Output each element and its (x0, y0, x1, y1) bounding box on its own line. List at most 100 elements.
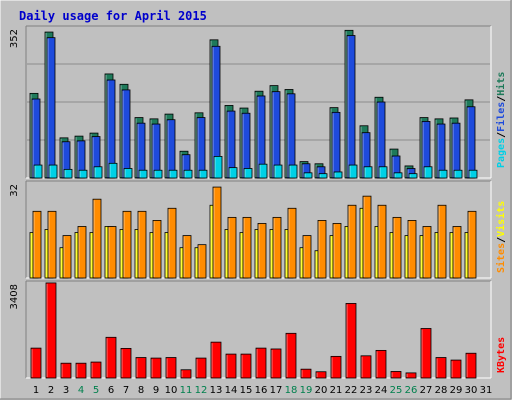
legend-middle: Sites/Visits (495, 201, 507, 273)
x-tick-label: 2 (48, 385, 54, 396)
x-tick-label: 1 (33, 385, 39, 396)
x-tick-label: 17 (270, 385, 283, 396)
x-tick-label: 13 (210, 385, 223, 396)
files-bar (166, 119, 176, 179)
panel-kbytes-max-tick: 3408 (9, 284, 20, 309)
chart-title: Daily usage for April 2015 (19, 9, 207, 23)
kbytes-bar (180, 369, 192, 379)
x-tick-label: 22 (345, 385, 358, 396)
kbytes-bar (120, 347, 132, 379)
pages-bar (108, 162, 118, 179)
pages-bar (318, 173, 328, 179)
kbytes-bar (435, 357, 447, 379)
pages-bar (93, 166, 103, 179)
x-tick-label: 8 (138, 385, 144, 396)
x-tick-label: 24 (375, 385, 388, 396)
x-tick-label: 20 (315, 385, 328, 396)
panel-visits: 32 (9, 180, 492, 279)
kbytes-bar (285, 332, 297, 379)
x-tick-label: 26 (405, 385, 418, 396)
pages-bar (123, 168, 133, 179)
files-bar (196, 117, 206, 179)
sites-bar (152, 220, 162, 279)
pages-bar (48, 164, 58, 179)
kbytes-bar (255, 347, 267, 379)
files-bar (121, 89, 131, 179)
files-bar (346, 35, 356, 179)
pages-bar (78, 169, 88, 179)
kbytes-bar (360, 355, 372, 379)
x-tick-label: 27 (420, 385, 433, 396)
x-tick-label: 19 (300, 385, 313, 396)
legend-top: Pages/Files/Hits (495, 72, 507, 168)
panel-kbytes: 3408 (9, 280, 492, 379)
files-bar (46, 37, 56, 179)
pages-bar (258, 163, 268, 179)
sites-bar (377, 204, 387, 279)
sites-bar (332, 223, 342, 279)
kbytes-bar (60, 362, 72, 379)
files-bar (136, 122, 146, 179)
x-tick-label: 16 (255, 385, 268, 396)
sites-bar (32, 210, 42, 279)
kbytes-bar (330, 355, 342, 379)
sites-bar (137, 210, 147, 279)
x-tick-label: 11 (180, 385, 193, 396)
sites-bar (62, 235, 72, 279)
x-tick-label: 6 (108, 385, 114, 396)
kbytes-bar (150, 357, 162, 379)
kbytes-bar (240, 353, 252, 379)
pages-bar (213, 156, 223, 179)
x-tick-label: 15 (240, 385, 253, 396)
sites-bar (362, 195, 372, 279)
pages-bar (168, 169, 178, 179)
x-tick-label: 25 (390, 385, 403, 396)
sites-bar (407, 220, 417, 279)
legend-separator: / (496, 96, 507, 102)
files-bar (466, 106, 476, 179)
x-tick-label: 5 (93, 385, 99, 396)
kbytes-bar (105, 336, 117, 379)
sites-bar (77, 226, 87, 279)
x-tick-label: 18 (285, 385, 298, 396)
pages-bar (63, 168, 73, 179)
x-tick-label: 30 (465, 385, 478, 396)
pages-bar (273, 164, 283, 179)
x-tick-label: 12 (195, 385, 208, 396)
pages-bar (33, 164, 43, 179)
panel-visits-max-tick: 32 (9, 184, 20, 197)
pages-bar (303, 172, 313, 179)
sites-bar (197, 244, 207, 279)
legend-hits: Hits (495, 72, 507, 96)
pages-bar (468, 169, 478, 179)
legend-kbytes: KBytes (496, 337, 507, 373)
kbytes-bar (165, 357, 177, 379)
x-tick-label: 10 (165, 385, 178, 396)
x-tick-label: 9 (153, 385, 159, 396)
sites-bar (422, 226, 432, 279)
sites-bar (317, 220, 327, 279)
sites-bar (212, 186, 222, 279)
kbytes-bar (405, 372, 417, 379)
pages-bar (228, 167, 238, 179)
kbytes-bar (45, 282, 57, 379)
pages-bar (153, 169, 163, 179)
x-tick-label: 7 (123, 385, 129, 396)
x-tick-label: 29 (450, 385, 463, 396)
panel-hits-max-tick: 352 (9, 29, 20, 48)
pages-bar (243, 168, 253, 179)
pages-bar (453, 169, 463, 179)
x-tick-label: 23 (360, 385, 373, 396)
pages-bar (198, 169, 208, 179)
kbytes-bar (375, 349, 387, 379)
sites-bar (227, 216, 237, 279)
sites-bar (467, 210, 477, 279)
kbytes-bar (345, 303, 357, 379)
files-bar (451, 122, 461, 179)
kbytes-bar (225, 353, 237, 379)
pages-bar (138, 169, 148, 179)
kbytes-bar (90, 361, 102, 379)
pages-bar (393, 172, 403, 179)
sites-bar (272, 216, 282, 279)
sites-bar (107, 226, 117, 279)
